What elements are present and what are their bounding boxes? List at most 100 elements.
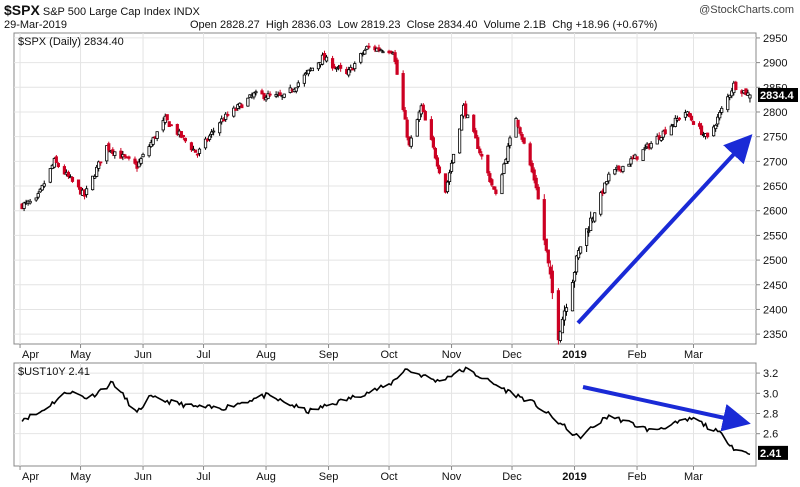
x-tick-label: Apr <box>22 471 39 483</box>
x-tick-label: Mar <box>684 349 703 361</box>
candle-body <box>367 45 371 48</box>
candle-body <box>252 92 256 98</box>
x-tick-label: 2019 <box>562 349 586 361</box>
candle-body <box>147 146 151 157</box>
candle-body <box>689 115 694 121</box>
candle-body <box>530 163 534 173</box>
candle-body <box>197 148 202 154</box>
candle-body <box>351 68 355 71</box>
candle-body <box>593 212 597 222</box>
y-tick-label: 2.6 <box>763 429 778 441</box>
chart-title-line: $SPX S&P 500 Large Cap Index INDX <box>4 2 200 18</box>
candle-body <box>449 162 454 172</box>
chg-label: Chg <box>552 19 573 31</box>
open-value: 2828.27 <box>219 19 260 31</box>
candle-body <box>445 181 450 193</box>
candle-body <box>421 104 425 113</box>
candle-body <box>570 282 575 312</box>
trend-up-arrow <box>576 134 753 325</box>
y-tick-label: 2400 <box>763 304 787 316</box>
x-tick-label: Dec <box>502 471 522 483</box>
candle-body <box>621 165 625 172</box>
candle-body <box>544 238 548 251</box>
candle-body <box>99 161 103 164</box>
candle-body <box>113 151 117 156</box>
candle-body <box>661 130 665 138</box>
candle-body <box>296 82 300 87</box>
plot-frame <box>13 362 757 467</box>
low-label: Low <box>337 19 358 31</box>
candle-body <box>562 310 567 321</box>
candle-body <box>195 153 200 156</box>
candle-body <box>587 230 591 233</box>
candle-body <box>389 50 393 54</box>
x-tick-label: Jun <box>134 349 152 361</box>
series-legend: $SPX (Daily) 2834.40 <box>18 36 124 48</box>
candle-body <box>546 249 550 264</box>
volume-label: Volume <box>483 19 521 31</box>
candle-body <box>589 217 593 231</box>
candle-body <box>572 272 577 282</box>
candle-body <box>139 158 143 164</box>
candle-body <box>542 199 546 241</box>
x-tick-label: May <box>70 471 91 483</box>
candle-body <box>460 114 464 131</box>
plot-frame <box>13 32 757 345</box>
x-tick-label: May <box>70 349 91 361</box>
candle-body <box>133 158 137 164</box>
candle-body <box>528 143 532 166</box>
candle-body <box>691 121 696 125</box>
candle-body <box>603 182 607 194</box>
candle-body <box>22 202 26 209</box>
price-panel: 2350 2400 2450 2500 2550 2600 2650 2700 2750 2800… <box>13 32 798 361</box>
candle-body <box>353 63 357 70</box>
candle-body <box>54 156 58 163</box>
candle-body <box>189 142 194 151</box>
candle-body <box>502 163 506 174</box>
candle-body <box>522 137 526 144</box>
candle-body <box>627 163 631 167</box>
yield-panel: 2.6 2.8 3.0 3.2 Apr May Jun Jul Aug Sep Oct Nov Dec 2… <box>13 362 788 483</box>
candle-body <box>377 47 381 51</box>
candle-body <box>486 154 490 174</box>
x-tick-label: Oct <box>380 471 397 483</box>
candle-body <box>699 125 704 136</box>
candle-body <box>488 173 492 182</box>
candle-body <box>278 92 282 96</box>
volume-value: 2.1B <box>523 19 547 31</box>
x-tick-label: Feb <box>628 471 647 483</box>
y-tick-label: 2950 <box>763 33 787 45</box>
last-value-label: 2834.4 <box>760 90 795 102</box>
candle-body <box>155 131 159 139</box>
candle-body <box>697 123 702 127</box>
candle-body <box>730 90 734 97</box>
candle-body <box>339 64 343 69</box>
candle-body <box>123 154 127 157</box>
close-value: 2834.40 <box>437 19 478 31</box>
candle-body <box>585 228 589 246</box>
x-tick-label: Dec <box>502 349 522 361</box>
candle-body <box>212 130 216 133</box>
candle-body <box>716 116 720 125</box>
candle-body <box>506 145 510 162</box>
candle-body <box>556 290 561 341</box>
candle-body <box>536 186 540 200</box>
candle-body <box>107 143 111 151</box>
candle-body <box>127 156 131 159</box>
candle-body <box>415 119 419 137</box>
candle-body <box>246 97 250 107</box>
candle-body <box>435 157 440 167</box>
candle-body <box>451 153 456 164</box>
candle-body <box>599 192 603 215</box>
x-tick-label: Jul <box>197 471 211 483</box>
x-tick-label: Mar <box>684 471 703 483</box>
x-tick-label: Jul <box>197 349 211 361</box>
candle-body <box>105 145 109 162</box>
candle-body <box>141 153 145 158</box>
candle-body <box>714 124 718 130</box>
candle-body <box>165 114 169 121</box>
candle-body <box>207 135 212 140</box>
trend-down-arrow <box>582 385 751 432</box>
candle-body <box>395 59 399 75</box>
candle-body <box>478 148 482 154</box>
